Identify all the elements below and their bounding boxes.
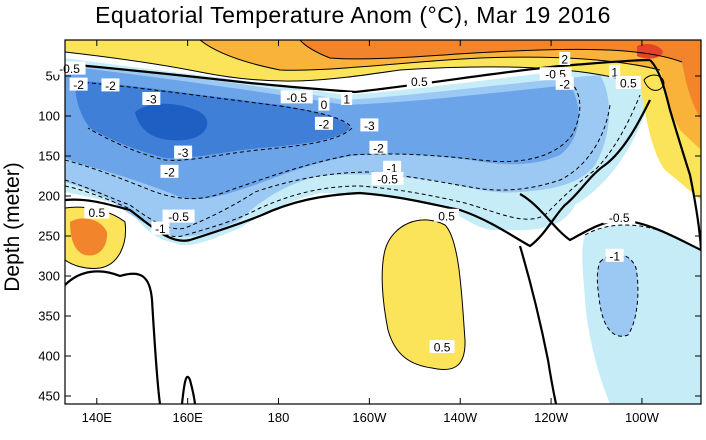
contour-label: -2	[73, 78, 84, 92]
contour-label-bg	[371, 172, 404, 185]
contour-label-bg	[160, 164, 179, 178]
contour-label: 0.5	[620, 77, 637, 91]
contour-label-bg	[603, 210, 636, 224]
contour-pos-1-surface	[199, 40, 661, 71]
plot-frame	[64, 39, 702, 405]
contour-label: 0	[321, 98, 328, 112]
contour-label: 0.5	[438, 209, 455, 223]
contour-label-bg	[318, 97, 330, 111]
plot-axes: 140E 160E 180 160W 140W 120W 100W5010015020025…	[38, 40, 701, 425]
contour-0-deep-east	[518, 245, 558, 404]
contour-label-bg	[369, 140, 388, 154]
contour-label-bg	[174, 145, 193, 159]
y-tick-label: 200	[38, 189, 60, 204]
contour-label: -3	[146, 93, 157, 107]
contour-label: 0.5	[434, 341, 451, 355]
x-tick-label: 140E	[82, 410, 113, 425]
contour-label: -2	[319, 117, 330, 131]
contour-label: 2	[561, 53, 568, 67]
contour-label-bg	[555, 76, 574, 90]
anomaly-pos-1-surface-region	[200, 40, 701, 150]
contour-pos-0.5-east	[643, 74, 665, 91]
contour-label: -0.5	[286, 91, 307, 105]
y-tick-label: 150	[38, 149, 60, 164]
contour-label-bg	[406, 74, 432, 88]
contour-neg-3	[77, 81, 353, 161]
anomaly-neg-1-east-region	[597, 254, 638, 337]
contour-label-bg	[142, 92, 161, 105]
y-tick-label: 250	[38, 229, 60, 244]
anomaly-pos-1-west-region	[70, 218, 108, 256]
contour-label-bg	[162, 209, 195, 223]
x-tick-label: 140W	[443, 410, 478, 425]
contour-label-layer: -0.5-2 -2-3 -0.50 10.5-2 -3-3-2-2-1-0.50.5 -0…	[53, 52, 641, 355]
anomaly-pos-2-surface-region	[300, 40, 701, 120]
contour-label-bg	[609, 64, 621, 78]
contour-label-bg	[69, 77, 88, 91]
contour-label-bg	[53, 61, 86, 75]
contour-label: -2	[373, 141, 384, 155]
contour-label: 1	[343, 93, 350, 107]
contour-neg-2	[65, 81, 581, 200]
contour-label: 0.5	[411, 75, 428, 89]
contour-label-bg	[341, 92, 353, 105]
contour-pos-2-surface	[299, 40, 683, 63]
x-tick-label: 120W	[534, 410, 569, 425]
contour-neg-0.5	[65, 94, 641, 238]
y-tick-label: 300	[38, 269, 60, 284]
contour-label: -0.5	[59, 62, 80, 76]
contour-label-bg	[84, 205, 110, 219]
contour-neg-1-east	[596, 253, 639, 337]
contour-label-bg	[429, 340, 455, 353]
contour-label-bg	[383, 160, 402, 174]
contour-0-surface	[65, 58, 651, 94]
contour-label: -3	[364, 119, 375, 133]
contour-label: -0.5	[377, 173, 398, 187]
contour-neg-1	[65, 104, 611, 230]
x-tick-label: 180	[268, 410, 290, 425]
contour-label-bg	[615, 76, 641, 89]
contour-label: -2	[164, 165, 175, 179]
contour-label-bg	[434, 208, 460, 222]
contour-label-bg	[151, 221, 170, 235]
contour-0-west-lower	[65, 270, 162, 404]
contour-label: -1	[155, 222, 166, 236]
y-tick-label: 450	[38, 389, 60, 404]
contour-label-bg	[314, 116, 333, 130]
y-tick-label: 350	[38, 309, 60, 324]
y-tick-label: 100	[38, 109, 60, 124]
contour-pos-0.5-central	[381, 219, 466, 371]
contour-label-bg	[101, 78, 120, 92]
contour-label: -2	[559, 77, 570, 91]
x-tick-label: 160W	[352, 410, 387, 425]
y-tick-label: 400	[38, 349, 60, 364]
contour-label: -1	[609, 249, 620, 263]
contour-label: -2	[105, 79, 116, 93]
x-tick-label: 100W	[625, 410, 660, 425]
contour-label-bg	[360, 118, 379, 132]
contour-0-deep-central	[180, 375, 197, 404]
anomaly-neg-4-region	[135, 103, 208, 141]
contour-0-east	[649, 59, 701, 251]
x-tick-label: 160E	[172, 410, 203, 425]
contour-label: -1	[387, 161, 398, 175]
contour-label: -0.5	[168, 210, 189, 224]
contour-label: 0.5	[88, 206, 105, 220]
contour-label-bg	[559, 52, 571, 65]
chart-title: Equatorial Temperature Anom (°C), Mar 19…	[95, 2, 611, 28]
contour-label-bg	[280, 90, 313, 104]
contour-label: -3	[178, 146, 189, 160]
contour-label-bg	[605, 248, 624, 262]
contour-neg-0.5-east	[584, 224, 701, 251]
contour-label: -0.5	[609, 211, 630, 225]
anomaly-pos-0.5-central-region	[382, 219, 466, 370]
contour-label: 1	[611, 65, 618, 79]
